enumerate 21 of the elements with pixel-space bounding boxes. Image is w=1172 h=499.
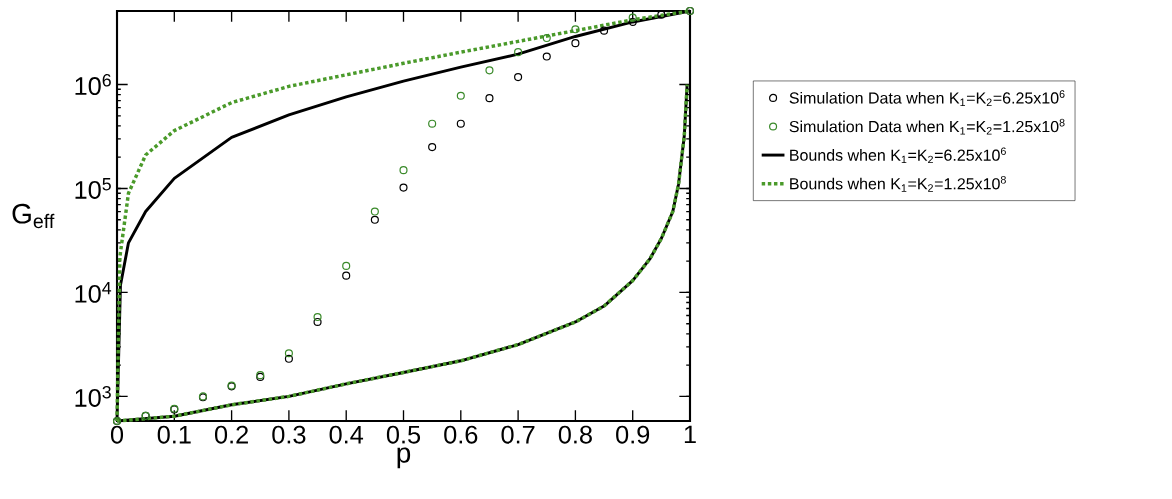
x-tick-label: 0.4 [329,425,364,444]
legend-label: Simulation Data when K$_{1}$=K$_{2}$=6.25x10$^{6}$ [789,90,1065,106]
x-tick-label: 0.9 [616,425,650,444]
y-tick-label: 10$^{4}$ [75,282,112,303]
legend-label: Bounds when K$_{1}$=K$_{2}$=1.25x10$^{8}$ [790,176,1006,192]
x-axis-title: p [397,447,411,469]
y-tick-label: 10$^{3}$ [75,385,111,407]
y-axis-title: G$_{eff}$ [12,203,55,229]
x-tick-label: 1 [684,425,696,444]
y-tick-label: 10$^{5}$ [75,178,111,199]
x-tick-label: 0.7 [501,425,535,444]
x-tick-label: 0.1 [157,425,191,444]
x-tick-label: 0.8 [558,425,592,444]
x-tick-label: 0.3 [272,425,306,444]
x-tick-label: 0.2 [214,425,248,444]
x-tick-label: 0.5 [386,425,421,444]
x-tick-label: 0.6 [444,425,478,444]
y-tick-label: 10$^{6}$ [75,74,111,96]
legend-label: Bounds when K$_{1}$=K$_{2}$=6.25x10$^{6}$ [790,147,1006,164]
x-tick-label: 0 [110,425,124,444]
legend-label: Simulation Data when K$_{1}$=K$_{2}$=1.25x10$^{8}$ [789,118,1065,135]
